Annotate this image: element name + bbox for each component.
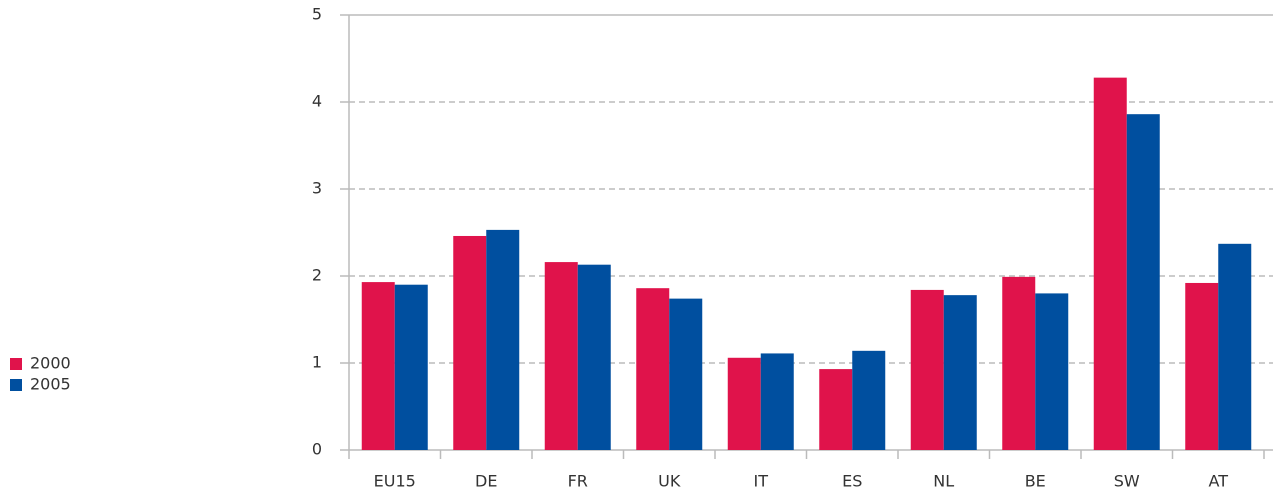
legend-swatch [10,379,22,391]
bar [1093,77,1127,450]
y-tick-label: 3 [312,179,322,198]
x-tick-label: IT [754,472,769,491]
x-tick-label: DE [475,472,497,491]
bar [486,229,520,450]
bar [453,235,487,450]
bar [636,288,670,450]
x-tick-label: UK [658,472,681,491]
x-tick-label: AT [1209,472,1229,491]
legend-swatch [10,358,22,370]
x-tick-label: SW [1114,472,1140,491]
bar [1002,276,1036,450]
x-tick-label: NL [933,472,954,491]
y-tick-label: 5 [312,5,322,24]
bar [1185,282,1219,450]
y-tick-label: 4 [312,92,322,111]
legend-label: 2005 [30,375,71,394]
bar [361,282,395,450]
bar [394,284,428,450]
bar [727,357,761,450]
bar [943,295,977,450]
y-tick-label: 0 [312,440,322,459]
bar [577,264,611,450]
bar [910,289,944,450]
bar [760,353,794,450]
y-tick-label: 1 [312,353,322,372]
x-tick-label: FR [568,472,588,491]
legend-label: 2000 [30,354,71,373]
bar [1035,293,1069,450]
bar [544,262,578,450]
bar [852,350,886,450]
x-tick-label: BE [1025,472,1046,491]
bar [1126,114,1160,451]
y-tick-label: 2 [312,266,322,285]
bar [1218,243,1252,450]
bar [669,298,703,450]
x-tick-label: ES [842,472,862,491]
bar [819,369,853,450]
x-tick-label: EU15 [374,472,416,491]
